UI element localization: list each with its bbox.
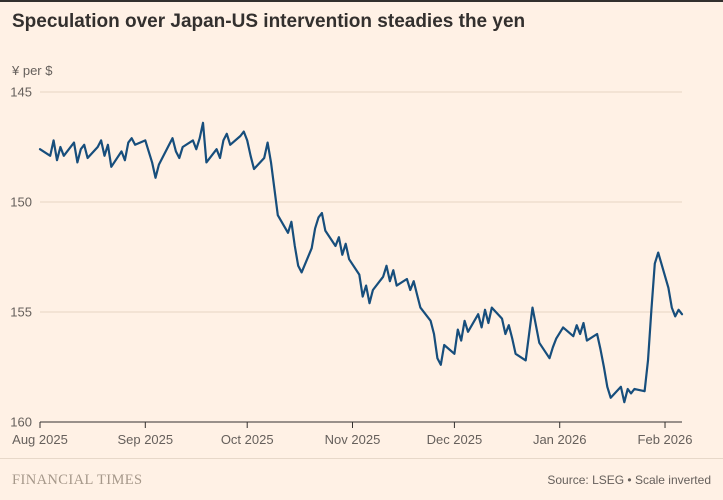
series-line (38, 121, 684, 404)
x-tick-label: Dec 2025 (427, 432, 483, 447)
x-tick-label: Aug 2025 (12, 432, 68, 447)
y-tick-label: 160 (10, 415, 32, 430)
y-tick-label: 150 (10, 195, 32, 210)
chart-title: Speculation over Japan-US intervention s… (12, 11, 526, 32)
y-axis-label: ¥ per $ (12, 63, 53, 78)
y-tick-label: 155 (10, 305, 32, 320)
y-tick-label: 145 (10, 85, 32, 100)
x-tick-label: Sep 2025 (117, 432, 173, 447)
footer-divider (0, 458, 723, 459)
footer: FINANCIAL TIMES Source: LSEG • Scale inv… (12, 472, 711, 489)
x-tick-label: Jan 2026 (533, 432, 587, 447)
source-note: Source: LSEG • Scale inverted (547, 473, 711, 487)
x-tick-label: Feb 2026 (638, 432, 693, 447)
yen-line-chart: 145 150 155 160 Aug 2025 Sep 2025 Oct 2025 Nov … (10, 85, 693, 448)
x-tick-label: Nov 2025 (325, 432, 381, 447)
ft-logo: FINANCIAL TIMES (12, 472, 143, 488)
x-tick-label: Oct 2025 (221, 432, 274, 447)
